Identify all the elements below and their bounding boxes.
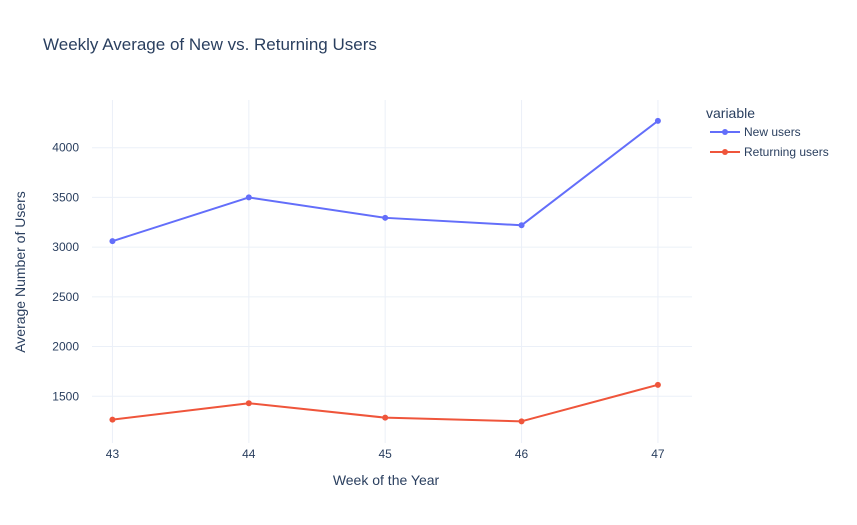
y-tick-label: 2500	[52, 290, 79, 304]
data-point[interactable]	[518, 222, 525, 229]
data-point[interactable]	[245, 400, 252, 407]
y-tick-label: 3000	[52, 240, 79, 254]
legend-item[interactable]: New users	[710, 125, 801, 139]
legend: variable New users Returning users	[706, 105, 829, 159]
legend-title: variable	[706, 105, 755, 121]
x-axis-title: Week of the Year	[333, 472, 440, 488]
y-tick-label: 4000	[52, 141, 79, 155]
y-axis-ticks: 1500 2000 2500 3000 3500 4000	[52, 141, 79, 404]
data-point[interactable]	[382, 414, 389, 421]
legend-label: New users	[744, 125, 801, 139]
x-tick-label: 43	[106, 447, 120, 461]
data-point[interactable]	[245, 194, 252, 201]
data-point[interactable]	[654, 381, 661, 388]
chart-title: Weekly Average of New vs. Returning User…	[43, 35, 377, 54]
data-point[interactable]	[109, 416, 116, 423]
data-point[interactable]	[654, 117, 661, 124]
x-tick-label: 46	[515, 447, 529, 461]
x-tick-label: 45	[379, 447, 393, 461]
x-axis-ticks: 43 44 45 46 47	[106, 447, 665, 461]
data-point[interactable]	[382, 214, 389, 221]
data-point[interactable]	[109, 238, 116, 245]
legend-item[interactable]: Returning users	[710, 145, 829, 159]
x-tick-label: 47	[651, 447, 665, 461]
series-new-users	[109, 117, 661, 245]
grid	[92, 100, 692, 443]
y-tick-label: 3500	[52, 190, 79, 204]
x-tick-label: 44	[242, 447, 256, 461]
data-point[interactable]	[518, 418, 525, 425]
legend-label: Returning users	[744, 145, 829, 159]
y-tick-label: 2000	[52, 340, 79, 354]
series-layer	[109, 117, 661, 425]
legend-marker	[722, 149, 728, 155]
y-axis-title: Average Number of Users	[12, 191, 28, 353]
legend-marker	[722, 129, 728, 135]
y-tick-label: 1500	[52, 389, 79, 403]
series-returning-users	[109, 381, 661, 425]
